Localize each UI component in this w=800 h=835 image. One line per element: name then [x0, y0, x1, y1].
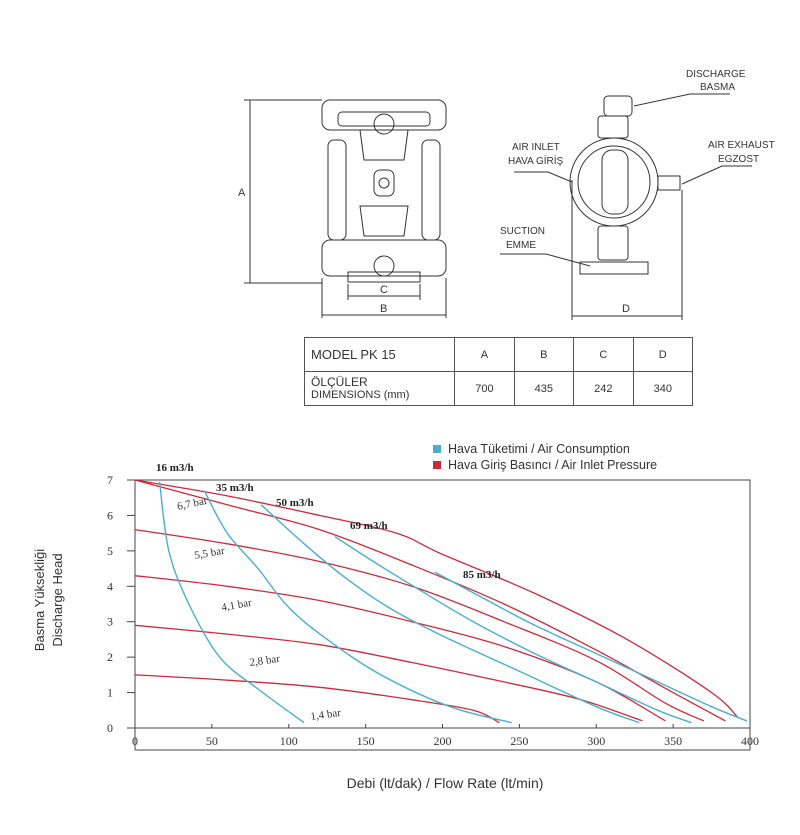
label-50m3h: 50 m3/h: [276, 497, 314, 509]
label-69m3h: 69 m3/h: [350, 520, 388, 532]
value-d: 340: [632, 371, 694, 406]
pressure-curve-1-4-bar: [134, 674, 500, 724]
pressure-curve-5-5-bar: [134, 528, 705, 722]
suction-label-1: SUCTION: [500, 226, 545, 237]
label-2-8bar: 2,8 bar: [249, 653, 281, 669]
value-a: 700: [454, 371, 515, 406]
table-header-row: MODEL PK 15 A B C D: [303, 337, 694, 372]
air-curve-85-m3-h: [434, 571, 748, 722]
legend: Hava Tüketimi / Air Consumption Hava Gir…: [433, 442, 657, 472]
legend-label-pressure: Hava Giriş Basıncı / Air Inlet Pressure: [448, 458, 657, 472]
dim-d-label: D: [622, 303, 630, 315]
y-axis-title-en: Discharge Head: [50, 553, 65, 646]
x-axis-title: Debi (lt/dak) / Flow Rate (lt/min): [347, 775, 544, 791]
air-curve-16-m3-h: [158, 481, 305, 724]
pressure-curve-7-bar: [134, 479, 739, 718]
dims-label-cell: ÖLÇÜLER DIMENSIONS (mm): [303, 371, 456, 406]
y-tick-label: 6: [107, 508, 113, 522]
label-5-5bar: 5,5 bar: [193, 545, 225, 562]
pump-front-view: [321, 99, 447, 283]
x-tick-label: 100: [280, 734, 298, 748]
callout-lines: [500, 93, 752, 267]
dim-b-label: B: [380, 303, 387, 315]
pump-drawings: A C B D DISCHARGE BASMA AIR INLET: [238, 69, 775, 320]
label-85m3h: 85 m3/h: [463, 569, 501, 581]
model-cell: MODEL PK 15: [303, 337, 456, 372]
legend-swatch-pressure: [433, 461, 441, 469]
y-tick-label: 7: [107, 473, 113, 487]
discharge-label-2: BASMA: [700, 82, 735, 93]
dimension-c: [347, 284, 421, 300]
x-tick-label: 250: [510, 734, 528, 748]
label-16m3h: 16 m3/h: [156, 462, 194, 474]
label-4-1bar: 4,1 bar: [220, 597, 252, 614]
label-1-4bar: 1,4 bar: [310, 707, 342, 723]
y-tick-label: 2: [107, 650, 113, 664]
dimensions-table: MODEL PK 15 A B C D ÖLÇÜLER DIMENSIONS (…: [303, 337, 694, 406]
x-tick-label: 350: [664, 734, 682, 748]
air-curve-35-m3-h: [203, 490, 512, 724]
dimension-b: [321, 278, 447, 318]
air-curve-50-m3-h: [260, 504, 640, 724]
y-axis-title-tr: Basma Yüksekliği: [32, 549, 47, 651]
dimension-d: [571, 180, 683, 320]
x-tick-label: 300: [587, 734, 605, 748]
legend-swatch-air: [433, 445, 441, 453]
performance-chart: Hava Tüketimi / Air Consumption Hava Gir…: [32, 442, 759, 791]
x-tick-label: 50: [206, 734, 218, 748]
legend-label-air: Hava Tüketimi / Air Consumption: [448, 442, 630, 456]
value-b: 435: [513, 371, 575, 406]
header-d: D: [632, 337, 694, 372]
dims-label-en: DIMENSIONS (mm): [311, 388, 410, 401]
table-values-row: ÖLÇÜLER DIMENSIONS (mm) 700 435 242 340: [303, 371, 694, 406]
x-tick-label: 0: [132, 734, 138, 748]
air-exhaust-label-2: EGZOST: [718, 154, 759, 165]
y-tick-label: 1: [107, 686, 113, 700]
air-curve-69-m3-h: [334, 536, 692, 724]
x-tick-label: 150: [357, 734, 375, 748]
label-6-7bar: 6,7 bar: [176, 495, 209, 513]
y-ticks: 0 1 2 3 4 5 6 7: [107, 473, 135, 735]
pump-side-view: [569, 95, 681, 275]
x-ticks: 0 50 100 150 200 250 300 350 400: [132, 724, 759, 748]
air-consumption-curves: [158, 481, 748, 724]
air-exhaust-label-1: AIR EXHAUST: [708, 140, 775, 151]
dim-a-label: A: [238, 187, 246, 199]
header-b: B: [513, 337, 575, 372]
y-tick-label: 5: [107, 544, 113, 558]
y-tick-label: 0: [107, 721, 113, 735]
value-c: 242: [573, 371, 634, 406]
header-a: A: [454, 337, 515, 372]
air-inlet-label-2: HAVA GİRİŞ: [508, 154, 564, 167]
dimension-a: [244, 99, 322, 284]
x-tick-label: 200: [434, 734, 452, 748]
y-tick-label: 3: [107, 615, 113, 629]
discharge-label-1: DISCHARGE: [686, 69, 746, 80]
y-tick-label: 4: [107, 579, 113, 593]
label-35m3h: 35 m3/h: [216, 482, 254, 494]
x-tick-label: 400: [741, 734, 759, 748]
header-c: C: [573, 337, 634, 372]
dims-label-tr: ÖLÇÜLER: [311, 374, 368, 389]
air-inlet-label-1: AIR INLET: [512, 142, 560, 153]
dim-c-label: C: [380, 284, 388, 296]
suction-label-2: EMME: [506, 240, 536, 251]
